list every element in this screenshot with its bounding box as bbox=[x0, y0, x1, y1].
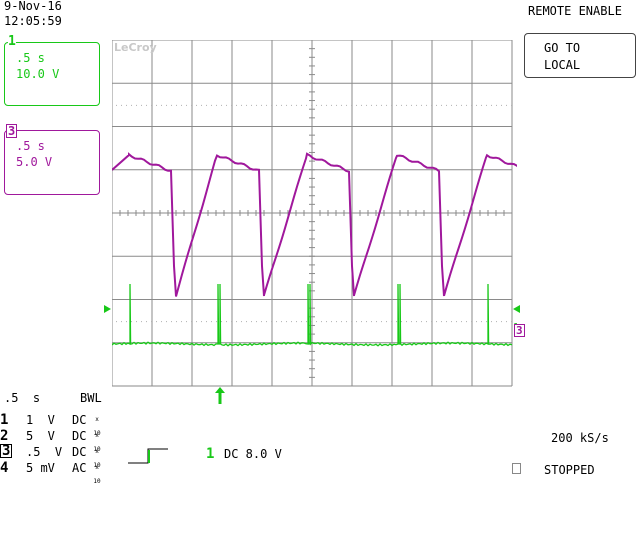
trace1-volts: 10.0 V bbox=[16, 67, 60, 81]
channel-number-3: 3 bbox=[0, 443, 13, 459]
lecroy-logo: LeCroy bbox=[114, 41, 157, 54]
trace1-descriptor-box[interactable]: 1 .5 s 10.0 V bbox=[4, 34, 100, 106]
channel-coupling-1: DC bbox=[72, 413, 87, 427]
trace1-channel-tag: 1 bbox=[8, 34, 16, 49]
channel-number-2: 2 bbox=[0, 428, 9, 444]
channel-row-3[interactable]: 3 .5 V DC x 10 bbox=[0, 443, 101, 528]
channel-coupling-2: DC bbox=[72, 429, 87, 443]
channel-row-2[interactable]: 2 5 V DC x 10 bbox=[0, 428, 101, 512]
trigger-setting[interactable]: DC 8.0 V bbox=[224, 447, 282, 461]
trigger-source-channel: 1 bbox=[206, 446, 215, 462]
trace3-descriptor-box[interactable]: 3 .5 s 5.0 V bbox=[4, 124, 100, 195]
trigger-level-marker-right[interactable] bbox=[513, 304, 521, 314]
channel-number-4: 4 bbox=[0, 460, 9, 476]
probe-attenuation-2: x 10 bbox=[93, 431, 101, 453]
sample-rate-readout: 200 kS/s bbox=[551, 431, 609, 445]
trace3-ground-marker: 3 bbox=[514, 324, 525, 337]
trace1-timebase: .5 s bbox=[16, 51, 45, 65]
go-to-local-button[interactable]: GO TO LOCAL bbox=[524, 33, 636, 78]
waveform-grid: LeCroy bbox=[112, 40, 517, 387]
acquisition-status-icon bbox=[512, 463, 521, 474]
trigger-position-arrow-icon[interactable] bbox=[214, 387, 226, 405]
trace3-waveform bbox=[112, 152, 517, 297]
date-readout: 9-Nov-16 bbox=[4, 0, 62, 13]
probe-attenuation-3: x 10 bbox=[93, 447, 101, 469]
channel-number-1: 1 bbox=[0, 412, 9, 428]
go-to-local-label-line2: LOCAL bbox=[544, 58, 581, 72]
channel-coupling-4: AC bbox=[72, 461, 87, 475]
rising-edge-trigger-icon bbox=[128, 448, 168, 464]
remote-enable-label: REMOTE ENABLE bbox=[528, 4, 622, 18]
bwl-indicator: BWL bbox=[80, 391, 102, 405]
acquisition-status: STOPPED bbox=[544, 463, 595, 477]
trace3-channel-tag: 3 bbox=[6, 124, 18, 138]
trace3-timebase: .5 s bbox=[16, 139, 45, 153]
trace1-waveform bbox=[112, 283, 513, 347]
channel-scale-3: .5 V bbox=[26, 445, 63, 459]
channel-coupling-3: DC bbox=[72, 445, 87, 459]
timebase-readout: .5 s bbox=[4, 391, 41, 405]
trigger-level-marker-left[interactable] bbox=[104, 304, 112, 314]
go-to-local-label-line1: GO TO bbox=[544, 41, 581, 55]
probe-attenuation-4: x 10 bbox=[93, 463, 101, 485]
channel-row-4[interactable]: 4 5 mV AC x 10 bbox=[0, 460, 101, 544]
channel-scale-1: 1 V bbox=[26, 413, 55, 427]
channel-scale-2: 5 V bbox=[26, 429, 55, 443]
time-readout: 12:05:59 bbox=[4, 14, 62, 28]
channel-scale-4: 5 mV bbox=[26, 461, 55, 475]
probe-attenuation-1: x 10 bbox=[93, 415, 101, 437]
channel-row-1[interactable]: 1 1 V DC x 10 bbox=[0, 412, 101, 496]
trace3-volts: 5.0 V bbox=[16, 155, 53, 169]
